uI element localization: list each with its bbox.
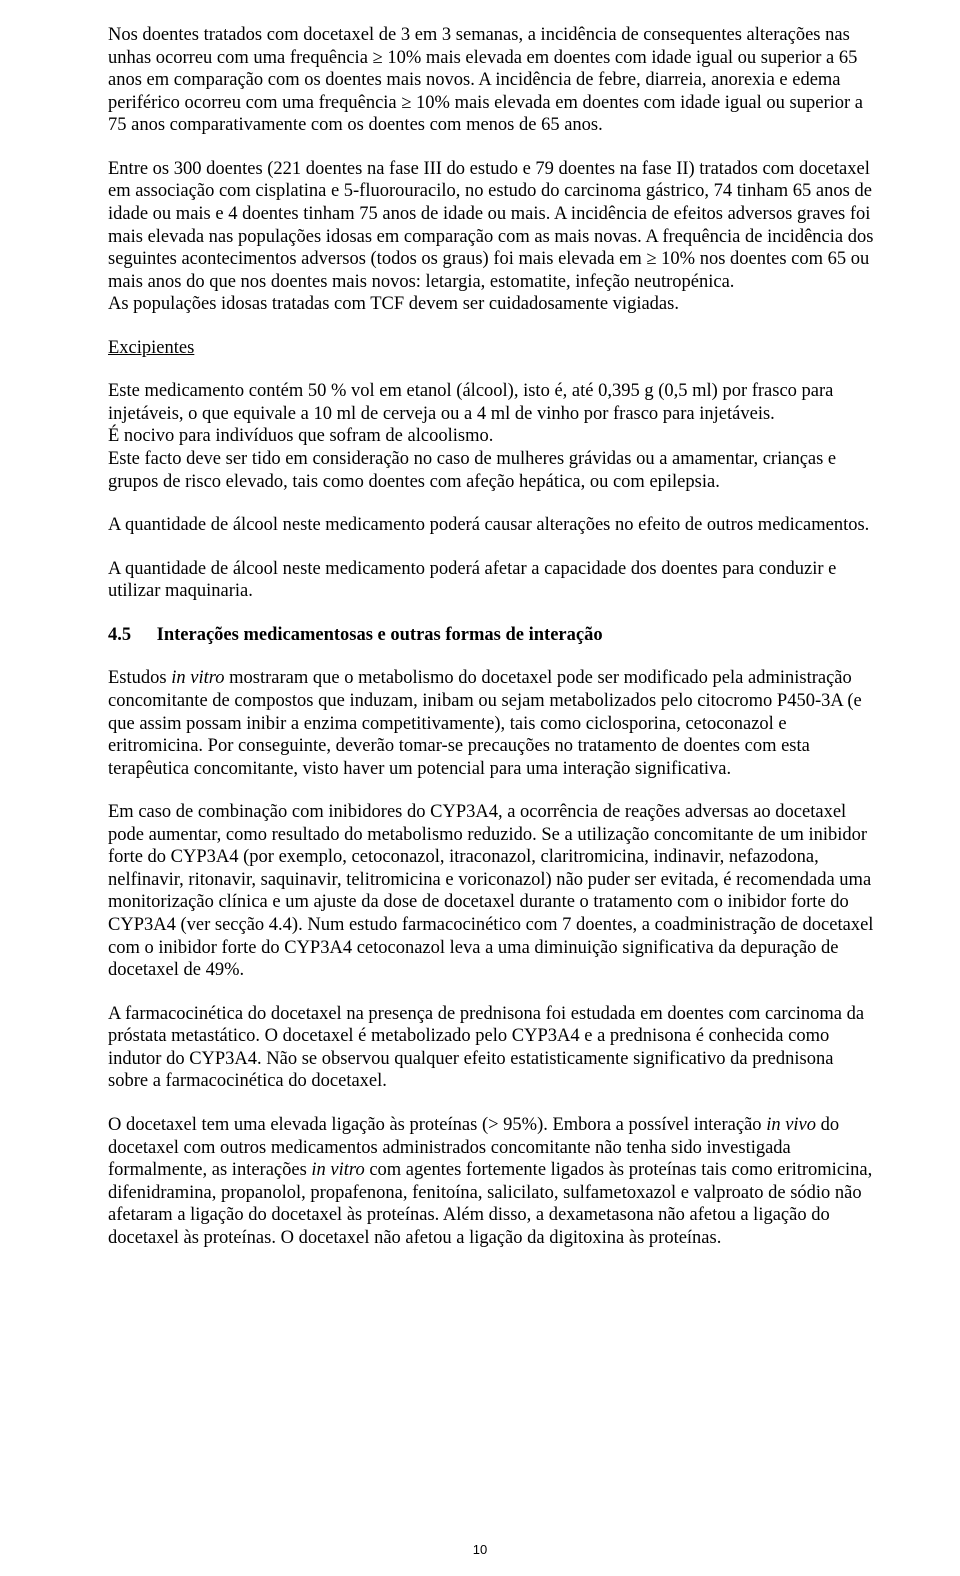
text: Este medicamento contém 50 % vol em etan… — [108, 381, 833, 424]
paragraph: Em caso de combinação com inibidores do … — [108, 801, 876, 982]
paragraph: A quantidade de álcool neste medicamento… — [108, 514, 876, 537]
text: As populações idosas tratadas com TCF de… — [108, 294, 679, 314]
paragraph: Estudos in vitro mostraram que o metabol… — [108, 667, 876, 780]
document-page: Nos doentes tratados com docetaxel de 3 … — [0, 0, 960, 1576]
italic-text: in vitro — [171, 668, 224, 688]
subheading-excipientes: Excipientes — [108, 337, 876, 360]
text: Entre os 300 doentes (221 doentes na fas… — [108, 159, 873, 292]
paragraph: A quantidade de álcool neste medicamento… — [108, 558, 876, 603]
text: Este facto deve ser tido em consideração… — [108, 449, 836, 492]
section-title: Interações medicamentosas e outras forma… — [157, 625, 603, 645]
italic-text: in vivo — [766, 1115, 816, 1135]
text: Estudos — [108, 668, 171, 688]
page-number: 10 — [0, 1542, 960, 1558]
section-number: 4.5 — [108, 624, 152, 647]
paragraph: Este medicamento contém 50 % vol em etan… — [108, 380, 876, 493]
paragraph: Nos doentes tratados com docetaxel de 3 … — [108, 24, 876, 137]
section-heading-4-5: 4.5 Interações medicamentosas e outras f… — [108, 624, 876, 647]
paragraph: A farmacocinética do docetaxel na presen… — [108, 1003, 876, 1093]
text: O docetaxel tem uma elevada ligação às p… — [108, 1115, 766, 1135]
text: É nocivo para indivíduos que sofram de a… — [108, 426, 493, 446]
underline-text: Excipientes — [108, 338, 194, 358]
paragraph: Entre os 300 doentes (221 doentes na fas… — [108, 158, 876, 316]
paragraph: O docetaxel tem uma elevada ligação às p… — [108, 1114, 876, 1249]
italic-text: in vitro — [311, 1160, 364, 1180]
